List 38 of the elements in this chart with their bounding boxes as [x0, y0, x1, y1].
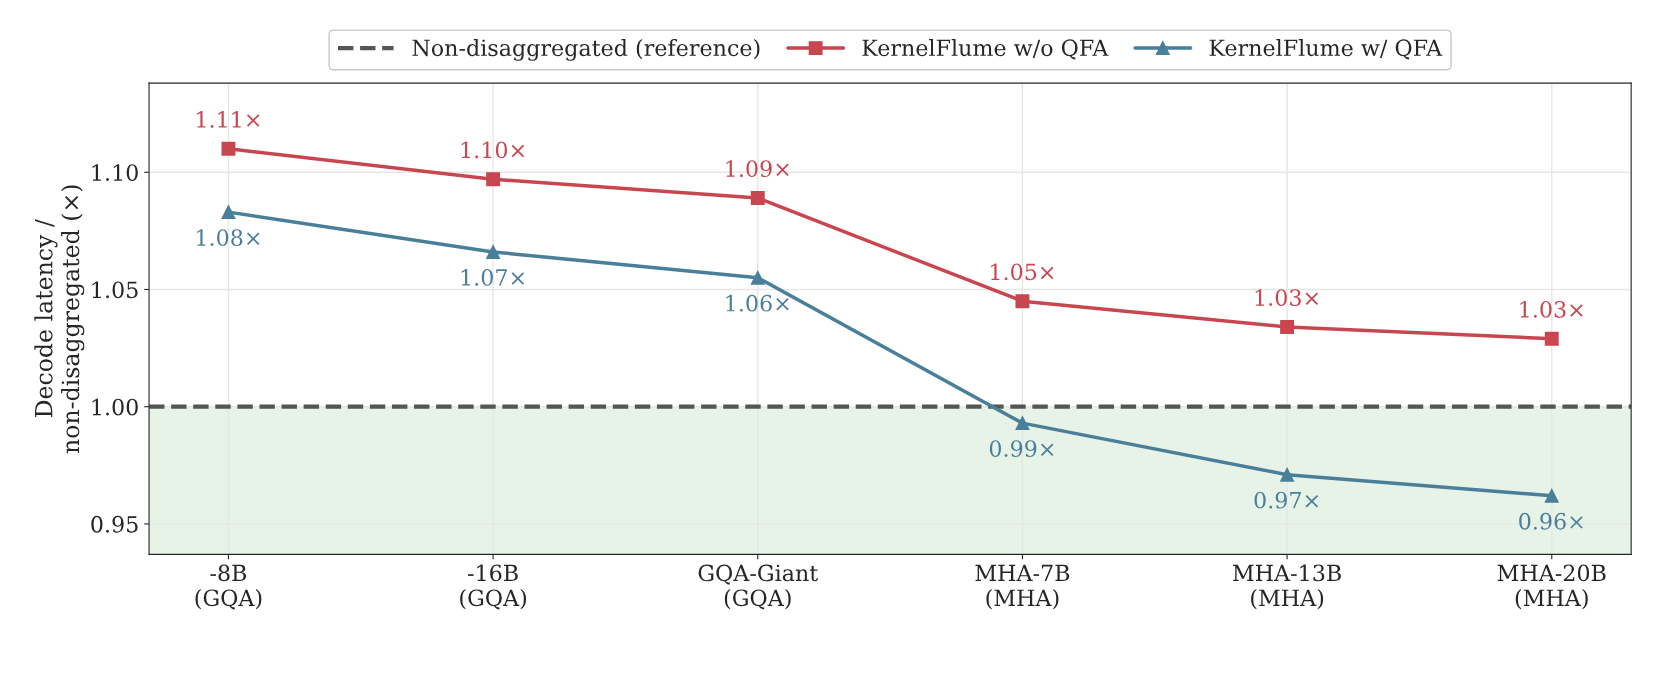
point [486, 245, 501, 259]
data-label: 1.05× [991, 263, 1054, 281]
data-label: 1.06× [726, 294, 789, 312]
y-tick-label: 1.00 [92, 398, 138, 416]
x-tick-label: -16B (GQA) [460, 564, 527, 610]
point [750, 191, 765, 205]
data-label: 0.99× [989, 440, 1054, 457]
point [221, 141, 236, 156]
x-tick-label: -8B (GQA) [195, 564, 262, 610]
legend-label: Non-disaggregated (reference) [412, 38, 760, 61]
point [1280, 467, 1295, 482]
legend-label: KernelFlume w/o QFA [862, 38, 1109, 60]
x-tick-label: MHA-13B (MHA) [1233, 564, 1341, 610]
legend-label: KernelFlume w/ QFA [1209, 38, 1443, 60]
x-tick-label: MHA-20B (MHA) [1497, 564, 1606, 610]
data-label: 1.03× [1255, 289, 1319, 307]
point [1015, 294, 1030, 309]
point [486, 172, 501, 187]
data-label: 0.97× [1254, 491, 1319, 509]
y-axis-title: Decode latency / non-disaggregated (×) [34, 185, 85, 454]
data-label: 1.10× [461, 141, 525, 159]
x-tick-label: GQA-Giant (GQA) [698, 564, 819, 610]
point [750, 270, 765, 285]
y-tick-label: 0.95 [91, 515, 138, 533]
data-label: 1.07× [461, 269, 525, 286]
point [1544, 488, 1559, 503]
data-label: 1.08× [197, 229, 260, 246]
data-label: 0.96× [1519, 512, 1583, 530]
x-tick-label: MHA-7B (MHA) [975, 564, 1070, 610]
point [1280, 320, 1295, 334]
data-label: 1.11× [197, 111, 260, 128]
y-tick-label: 1.05 [92, 281, 138, 299]
point [221, 205, 236, 220]
data-label: 1.03× [1520, 300, 1583, 318]
y-tick-label: 1.10 [92, 164, 138, 182]
point [1015, 416, 1030, 431]
data-label: 1.09× [726, 160, 789, 178]
point [1544, 331, 1559, 346]
